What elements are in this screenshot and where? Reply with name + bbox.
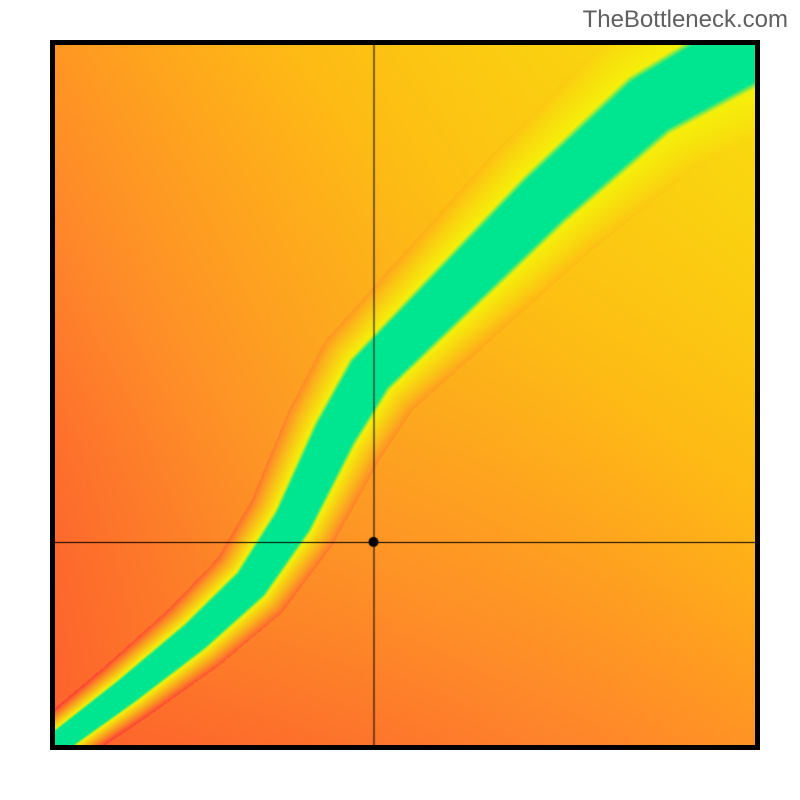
- bottleneck-heatmap: [50, 40, 760, 750]
- heatmap-canvas: [55, 45, 755, 745]
- watermark-text: TheBottleneck.com: [583, 6, 788, 34]
